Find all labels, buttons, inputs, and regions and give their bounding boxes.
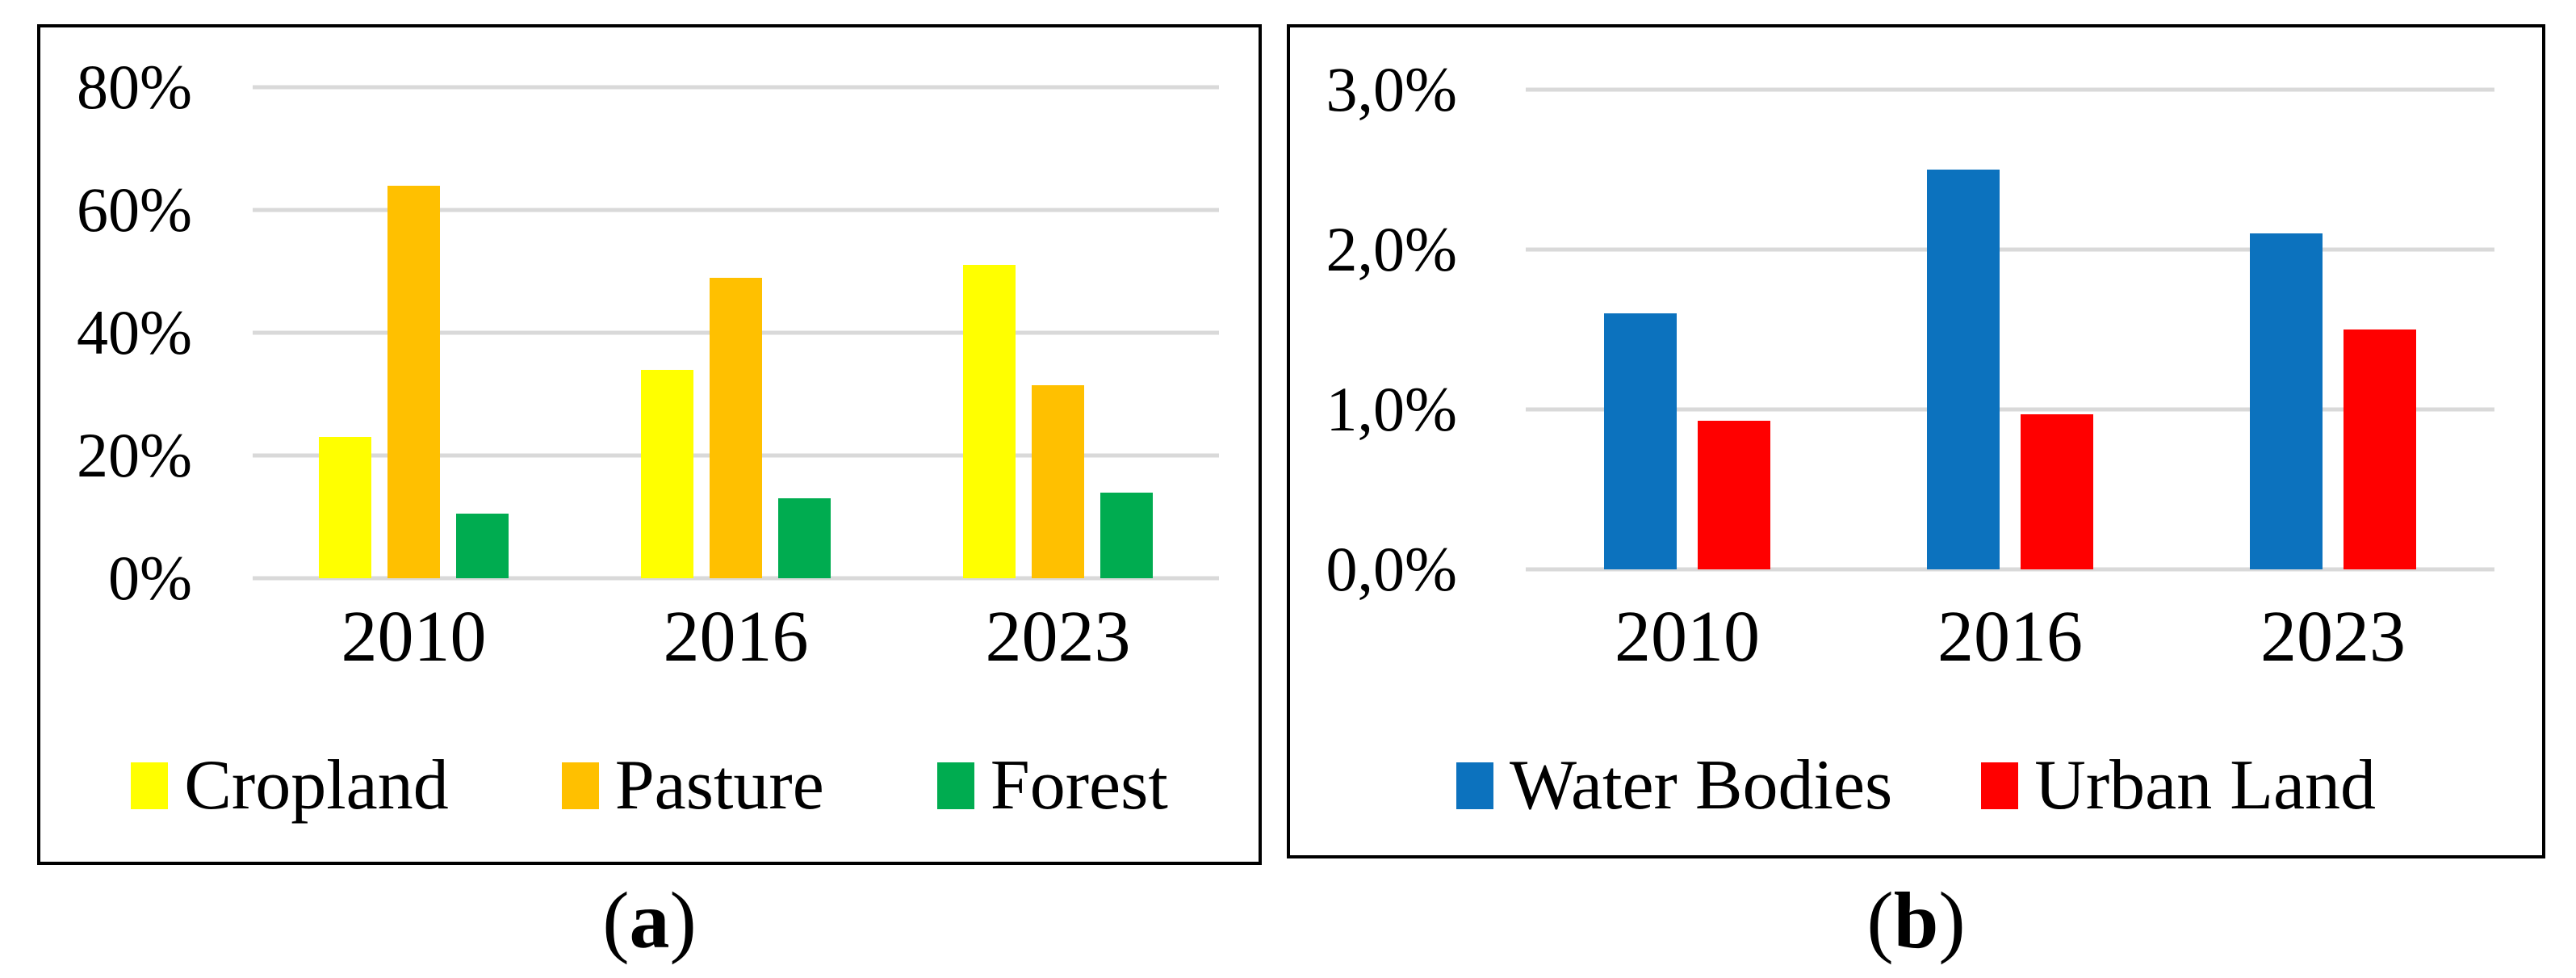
y-tick-label: 3,0% xyxy=(1326,54,1457,124)
bar-forest xyxy=(1100,492,1153,578)
x-category-label: 2010 xyxy=(1615,597,1760,677)
y-tick-label: 80% xyxy=(77,52,192,122)
bar-group xyxy=(575,87,897,578)
caption-paren-close: ) xyxy=(1938,875,1966,965)
bar-group xyxy=(2172,90,2494,569)
y-tick-label: 20% xyxy=(77,420,192,490)
legend-swatch-icon xyxy=(131,762,169,809)
legend-item: Urban Land xyxy=(1981,750,2376,821)
chart-panel-a: 80% 60% 40% 20% 0% 2010 2016 2023 Cropland Past… xyxy=(37,24,1262,865)
bar-pasture xyxy=(710,277,762,578)
bar-cropland xyxy=(641,369,693,578)
grid-layer xyxy=(1526,87,2494,572)
legend: Cropland Pasture Forest xyxy=(40,750,1259,821)
bar-cropland xyxy=(319,437,371,578)
bar-water-bodies xyxy=(2250,233,2323,569)
legend-label: Urban Land xyxy=(2034,746,2377,825)
plot-area xyxy=(253,85,1219,581)
gridline xyxy=(1526,247,2494,252)
caption-paren-open: ( xyxy=(602,875,630,965)
gridline xyxy=(1526,407,2494,412)
x-axis: 2010 2016 2023 xyxy=(253,593,1219,682)
bar-group xyxy=(1526,90,1849,569)
bar-group xyxy=(253,87,575,578)
bar-water-bodies xyxy=(1927,170,2000,569)
bar-groups xyxy=(1526,90,2494,569)
x-category-label: 2016 xyxy=(663,597,809,677)
legend-item: Forest xyxy=(936,746,1168,825)
legend-item: Water Bodies xyxy=(1456,750,1892,821)
bar-urban-land xyxy=(2344,329,2416,569)
gridline xyxy=(253,576,1219,581)
caption-paren-open: ( xyxy=(1866,875,1894,965)
caption-letter: b xyxy=(1893,875,1939,965)
y-tick-label: 60% xyxy=(77,174,192,245)
x-axis: 2010 2016 2023 xyxy=(1526,593,2494,682)
gridline xyxy=(1526,87,2494,92)
y-tick-label: 1,0% xyxy=(1326,374,1457,444)
legend-swatch-icon xyxy=(1981,762,2019,809)
y-axis: 3,0% 2,0% 1,0% 0,0% xyxy=(1290,58,1526,601)
legend: Water Bodies Urban Land xyxy=(1290,750,2542,821)
x-category-label: 2023 xyxy=(2260,597,2406,677)
y-tick-label: 0% xyxy=(108,543,192,613)
bar-groups xyxy=(253,87,1219,578)
y-axis: 80% 60% 40% 20% 0% xyxy=(40,56,253,610)
caption-paren-close: ) xyxy=(669,875,697,965)
y-tick-label: 2,0% xyxy=(1326,214,1457,284)
legend-label: Water Bodies xyxy=(1509,746,1893,825)
bar-cropland xyxy=(963,265,1016,578)
gridline xyxy=(1526,567,2494,572)
chart-panel-b: 3,0% 2,0% 1,0% 0,0% 2010 2016 2023 Water Bodi… xyxy=(1287,24,2545,858)
x-category-label: 2023 xyxy=(985,597,1131,677)
caption-letter: a xyxy=(629,875,670,965)
legend-swatch-icon xyxy=(936,762,974,809)
bar-urban-land xyxy=(2021,413,2093,569)
y-tick-label: 0,0% xyxy=(1326,534,1457,604)
bar-forest xyxy=(456,514,509,578)
gridline xyxy=(253,208,1219,212)
legend-label: Forest xyxy=(990,746,1168,825)
legend-item: Cropland xyxy=(131,750,449,821)
y-tick-label: 40% xyxy=(77,297,192,367)
bar-group xyxy=(897,87,1219,578)
legend-label: Cropland xyxy=(184,746,449,825)
legend-label: Pasture xyxy=(614,746,824,825)
legend-item: Pasture xyxy=(561,746,824,825)
plot-area xyxy=(1526,87,2494,572)
gridline xyxy=(253,85,1219,90)
x-category-label: 2010 xyxy=(341,597,487,677)
bar-forest xyxy=(778,498,831,578)
bar-pasture xyxy=(1032,384,1084,578)
bar-group xyxy=(1849,90,2172,569)
bar-water-bodies xyxy=(1604,313,1677,569)
bar-pasture xyxy=(387,185,440,578)
caption-b: (b) xyxy=(1287,876,2545,965)
bar-urban-land xyxy=(1698,420,1770,569)
legend-swatch-icon xyxy=(1456,762,1493,809)
x-category-label: 2016 xyxy=(1937,597,2083,677)
caption-a: (a) xyxy=(37,876,1262,965)
legend-swatch-icon xyxy=(561,762,599,809)
